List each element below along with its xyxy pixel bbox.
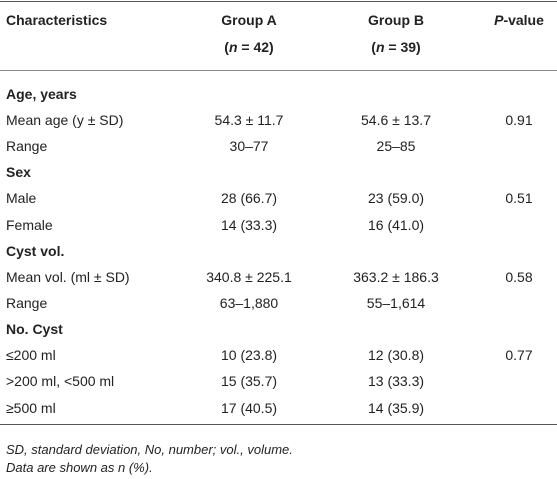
value-cell: 14 (35.9) (367, 399, 425, 416)
bottom-rule (0, 424, 557, 425)
section-title: No. Cyst (6, 321, 63, 338)
row-label: >200 ml, <500 ml (6, 373, 115, 390)
value-cell: 14 (33.3) (220, 216, 278, 233)
value-cell: 0.91 (505, 112, 533, 128)
value-cell: 23 (59.0) (367, 190, 425, 207)
header-text: P (494, 12, 504, 28)
header-cell: Group B (368, 12, 424, 28)
row-label: Mean age (y ± SD) (6, 112, 124, 128)
value-cell: 63–1,880 (219, 295, 279, 311)
header-text: n (375, 39, 385, 55)
header-cell: P-value (494, 11, 544, 29)
value-cell: 16 (41.0) (367, 216, 425, 233)
section-title: Sex (6, 164, 31, 181)
value-cell: 17 (40.5) (220, 399, 278, 416)
header-cell: Characteristics (6, 12, 108, 28)
value-cell: 363.2 ± 186.3 (353, 268, 439, 285)
value-cell: 12 (30.8) (367, 347, 425, 364)
value-cell: 28 (66.7) (220, 190, 278, 207)
value-cell: 30–77 (229, 138, 269, 155)
value-cell: 15 (35.7) (220, 373, 278, 390)
value-cell: 10 (23.8) (220, 347, 278, 364)
value-cell: 54.6 ± 13.7 (361, 112, 431, 128)
row-label: Female (6, 216, 53, 233)
value-cell: 13 (33.3) (367, 373, 425, 390)
header-text: ( (371, 39, 376, 55)
value-cell: 340.8 ± 225.1 (206, 268, 292, 285)
section-title: Cyst vol. (6, 242, 65, 259)
row-label: Range (6, 295, 48, 311)
row-label: ≤200 ml (6, 347, 56, 364)
value-cell: 54.3 ± 11.7 (214, 112, 284, 128)
value-cell: 55–1,614 (366, 295, 426, 311)
row-label: Male (6, 190, 37, 207)
header-text: n (228, 39, 238, 55)
header-text: -value (503, 12, 544, 28)
header-text: = 42) (237, 39, 274, 55)
value-cell: 0.77 (505, 347, 533, 364)
section-title: Age, years (6, 86, 77, 102)
header-text: ( (224, 39, 229, 55)
header-cell: Group A (221, 12, 277, 28)
value-cell: 0.58 (505, 268, 533, 285)
row-label: Range (6, 138, 48, 155)
header-text: = 39) (384, 39, 421, 55)
row-label: Mean vol. (ml ± SD) (6, 268, 130, 285)
header-cell: (n = 39) (371, 38, 420, 56)
row-label: ≥500 ml (6, 399, 56, 416)
footnote: Data are shown as n (%). (6, 460, 153, 475)
value-cell: 0.51 (505, 190, 533, 207)
footnote: SD, standard deviation, No, number; vol.… (6, 442, 293, 457)
top-rule (0, 1, 557, 2)
header-rule (0, 70, 557, 71)
value-cell: 25–85 (376, 138, 416, 155)
header-cell: (n = 42) (224, 38, 273, 56)
